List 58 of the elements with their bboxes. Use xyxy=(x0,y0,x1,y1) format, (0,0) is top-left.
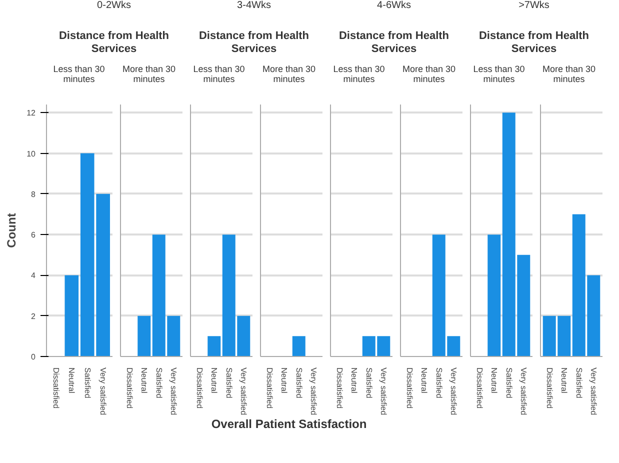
chart-title: Less than 30 minutes xyxy=(192,64,246,85)
x-tick-label: Satisfied xyxy=(434,368,444,398)
x-tick-label: Neutral xyxy=(350,368,359,394)
chart-title: Less than 30 minutes xyxy=(332,64,386,85)
x-tick-label: Dissatisfied xyxy=(51,368,60,408)
text: Distance from Health Services xyxy=(58,30,170,56)
x-tick-label: Neutral xyxy=(560,368,569,394)
chart-title: More than 30 minutes xyxy=(541,64,597,85)
y-tick-label: 8 xyxy=(31,190,36,199)
chart-title: More than 30 minutes xyxy=(121,64,177,85)
y-tick-label: 0 xyxy=(31,352,36,362)
x-tick-label: Dissatisfied xyxy=(264,368,274,408)
x-tick-label: Neutral xyxy=(280,368,289,394)
x-tick-label: Satisfied xyxy=(504,368,514,398)
x-tick-label: Satisfied xyxy=(294,368,304,398)
y-tick-label: 10 xyxy=(26,149,36,158)
x-tick-label: Very satisfied xyxy=(309,368,318,416)
text: Distance from Health Services xyxy=(198,30,310,56)
bar xyxy=(64,275,79,356)
x-tick-label: Very satisfied xyxy=(379,368,388,416)
x-tick-label: Very satisfied xyxy=(519,368,528,416)
x-tick-label: Very satisfied xyxy=(98,368,108,416)
y-tick-label: 4 xyxy=(31,271,36,280)
text: 0-2Wks xyxy=(97,0,131,12)
y-axis-title: Count xyxy=(4,213,19,248)
text: 4-6Wks xyxy=(377,0,411,12)
y-tick-label: 2 xyxy=(31,312,36,321)
x-tick-label: Very satisfied xyxy=(239,368,248,416)
x-tick-label: Dissatisfied xyxy=(474,368,484,408)
x-tick-label: Neutral xyxy=(210,368,219,394)
chart-title: More than 30 minutes xyxy=(261,64,317,85)
x-tick-label: Satisfied xyxy=(224,368,234,398)
x-tick-label: Dissatisfied xyxy=(404,368,414,408)
x-tick-label: Satisfied xyxy=(574,368,584,398)
x-tick-label: Satisfied xyxy=(82,368,92,398)
y-tick-label: 6 xyxy=(31,230,36,240)
text: 3-4Wks xyxy=(237,0,271,12)
chart-title: Less than 30 minutes xyxy=(52,64,106,85)
x-axis-title: Overall Patient Satisfaction xyxy=(211,417,367,433)
x-tick-label: Neutral xyxy=(140,368,149,394)
x-tick-label: Dissatisfied xyxy=(544,368,554,408)
chart-title: More than 30 minutes xyxy=(401,64,457,85)
x-tick-label: Neutral xyxy=(67,368,76,394)
x-tick-label: Dissatisfied xyxy=(124,368,134,408)
x-tick-label: Neutral xyxy=(420,368,429,394)
x-tick-label: Dissatisfied xyxy=(194,368,204,408)
x-tick-label: Very satisfied xyxy=(449,368,458,416)
text: >7Wks xyxy=(518,0,550,12)
x-tick-label: Very satisfied xyxy=(589,368,598,416)
x-tick-label: Neutral xyxy=(490,368,499,394)
text: Distance from Health Services xyxy=(338,30,450,56)
chart-title: Less than 30 minutes xyxy=(472,64,526,85)
x-tick-label: Satisfied xyxy=(364,368,374,398)
x-tick-label: Satisfied xyxy=(154,368,164,398)
y-tick-label: 12 xyxy=(26,108,36,118)
text: Distance from Health Services xyxy=(478,30,590,56)
x-tick-label: Dissatisfied xyxy=(334,368,344,408)
x-tick-label: Very satisfied xyxy=(169,368,178,416)
